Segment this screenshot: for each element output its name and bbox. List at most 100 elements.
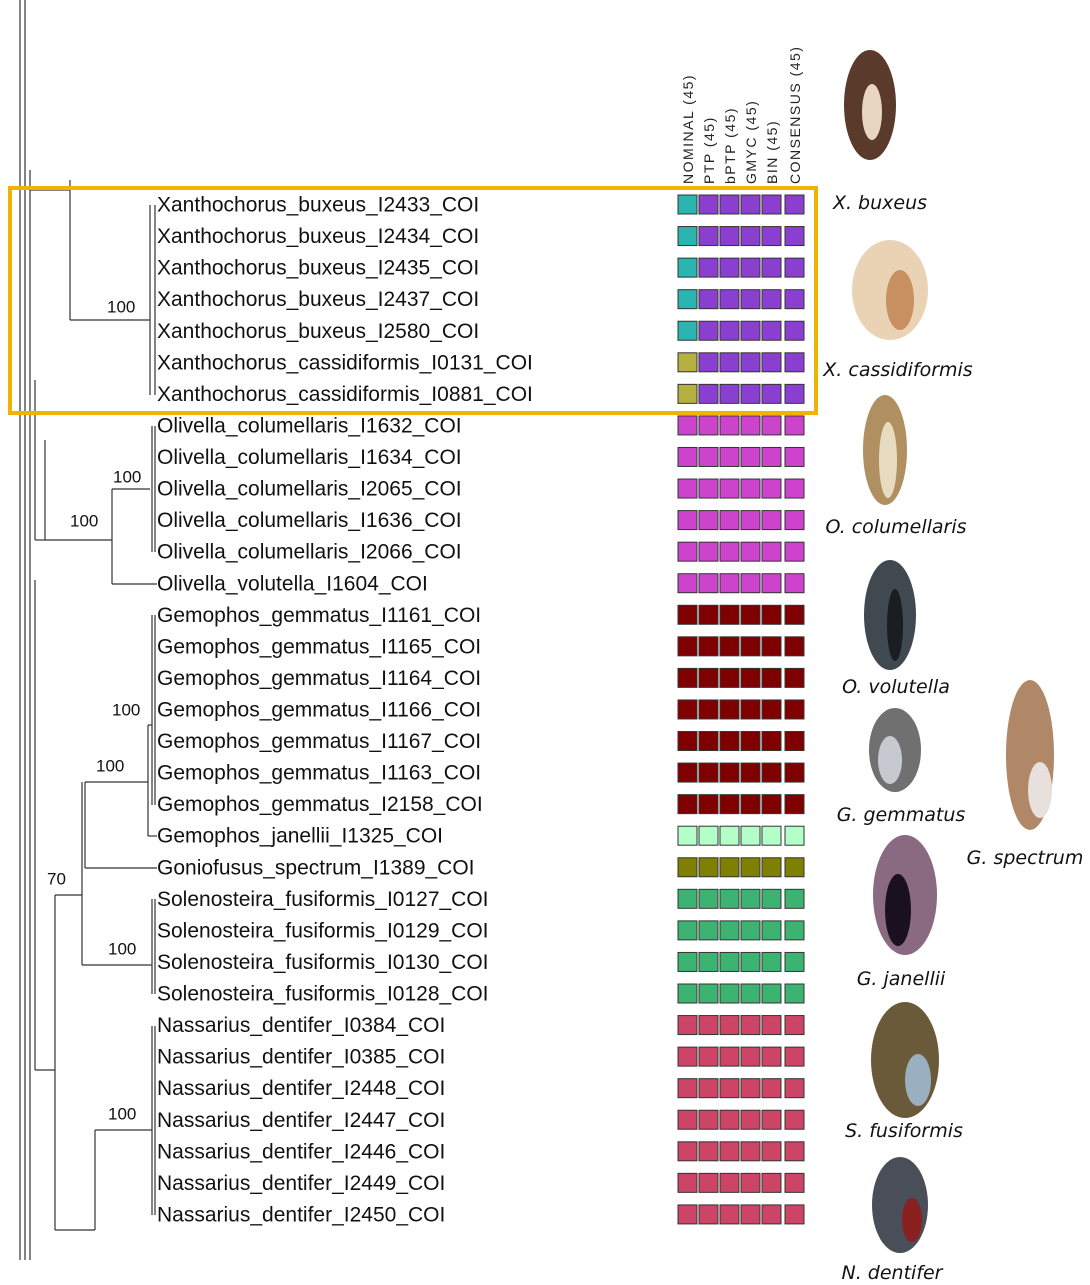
delimitation-box bbox=[741, 353, 760, 372]
taxon-label: Olivella_columellaris_I2066_COI bbox=[157, 541, 462, 564]
taxon-label: Olivella_columellaris_I1632_COI bbox=[157, 414, 462, 437]
taxon-label: Solenosteira_fusiformis_I0128_COI bbox=[157, 983, 489, 1006]
delimitation-box bbox=[785, 479, 804, 498]
delimitation-box bbox=[678, 1173, 697, 1192]
column-header: bPTP (45) bbox=[722, 107, 738, 184]
delimitation-box bbox=[720, 637, 739, 656]
delimitation-box bbox=[699, 858, 718, 877]
delimitation-box bbox=[678, 384, 697, 403]
species-caption: X. buxeus bbox=[832, 192, 927, 214]
delimitation-box bbox=[720, 447, 739, 466]
taxon-label: Gemophos_gemmatus_I1161_COI bbox=[157, 604, 481, 627]
delimitation-box bbox=[741, 826, 760, 845]
delimitation-box bbox=[785, 1016, 804, 1035]
delimitation-box bbox=[699, 1205, 718, 1224]
delimitation-box bbox=[699, 511, 718, 530]
delimitation-box bbox=[785, 542, 804, 561]
delimitation-box bbox=[678, 1016, 697, 1035]
delimitation-box bbox=[785, 1173, 804, 1192]
delimitation-box bbox=[720, 290, 739, 309]
delimitation-box bbox=[720, 826, 739, 845]
delimitation-box bbox=[741, 574, 760, 593]
delimitation-box bbox=[785, 258, 804, 277]
delimitation-box bbox=[720, 921, 739, 940]
delimitation-box bbox=[720, 700, 739, 719]
species-caption: N. dentifer bbox=[841, 1262, 943, 1284]
delimitation-box bbox=[720, 574, 739, 593]
taxon-label: Gemophos_gemmatus_I2158_COI bbox=[157, 793, 483, 816]
delimitation-box bbox=[762, 542, 781, 561]
delimitation-box bbox=[678, 795, 697, 814]
delimitation-box bbox=[785, 511, 804, 530]
species-caption: G. gemmatus bbox=[837, 804, 966, 826]
delimitation-box bbox=[762, 826, 781, 845]
delimitation-box bbox=[699, 574, 718, 593]
delimitation-box bbox=[762, 952, 781, 971]
delimitation-box bbox=[741, 384, 760, 403]
delimitation-box bbox=[762, 258, 781, 277]
delimitation-box bbox=[785, 447, 804, 466]
delimitation-box bbox=[699, 1142, 718, 1161]
taxon-label: Nassarius_dentifer_I2449_COI bbox=[157, 1172, 445, 1195]
delimitation-box bbox=[762, 227, 781, 246]
delimitation-box bbox=[699, 479, 718, 498]
delimitation-box bbox=[720, 763, 739, 782]
delimitation-box bbox=[720, 511, 739, 530]
delimitation-box bbox=[678, 416, 697, 435]
delimitation-box bbox=[699, 258, 718, 277]
delimitation-box bbox=[699, 353, 718, 372]
delimitation-box bbox=[762, 1205, 781, 1224]
delimitation-box bbox=[741, 889, 760, 908]
delimitation-box bbox=[741, 227, 760, 246]
delimitation-box bbox=[678, 1047, 697, 1066]
taxon-label: Xanthochorus_buxeus_I2433_COI bbox=[157, 194, 479, 217]
delimitation-box bbox=[785, 195, 804, 214]
delimitation-box bbox=[720, 889, 739, 908]
delimitation-box bbox=[762, 1173, 781, 1192]
delimitation-box bbox=[720, 1110, 739, 1129]
species-caption: S. fusiformis bbox=[845, 1120, 963, 1142]
delimitation-box bbox=[741, 511, 760, 530]
delimitation-box bbox=[699, 637, 718, 656]
delimitation-box bbox=[741, 763, 760, 782]
delimitation-box bbox=[762, 795, 781, 814]
bootstrap-value: 100 bbox=[108, 939, 136, 958]
delimitation-box bbox=[720, 795, 739, 814]
delimitation-box bbox=[785, 668, 804, 687]
delimitation-box bbox=[762, 195, 781, 214]
delimitation-box bbox=[741, 984, 760, 1003]
taxon-label: Gemophos_gemmatus_I1166_COI bbox=[157, 699, 481, 722]
delimitation-box bbox=[741, 921, 760, 940]
delimitation-box bbox=[720, 227, 739, 246]
delimitation-box bbox=[678, 732, 697, 751]
delimitation-box bbox=[699, 384, 718, 403]
delimitation-box bbox=[678, 258, 697, 277]
delimitation-box bbox=[785, 637, 804, 656]
delimitation-box bbox=[678, 1142, 697, 1161]
delimitation-box bbox=[678, 542, 697, 561]
delimitation-box bbox=[720, 1142, 739, 1161]
delimitation-box bbox=[699, 826, 718, 845]
taxon-label: Gemophos_janellii_I1325_COI bbox=[157, 825, 443, 848]
column-header: PTP (45) bbox=[701, 116, 717, 184]
delimitation-box bbox=[762, 700, 781, 719]
delimitation-box bbox=[741, 700, 760, 719]
delimitation-box bbox=[741, 605, 760, 624]
delimitation-box bbox=[762, 1079, 781, 1098]
taxon-label: Xanthochorus_buxeus_I2580_COI bbox=[157, 320, 479, 343]
taxon-label: Gemophos_gemmatus_I1165_COI bbox=[157, 635, 481, 658]
delimitation-box bbox=[762, 353, 781, 372]
delimitation-box bbox=[785, 952, 804, 971]
delimitation-box bbox=[785, 384, 804, 403]
delimitation-box bbox=[678, 984, 697, 1003]
delimitation-box bbox=[678, 763, 697, 782]
taxon-label: Solenosteira_fusiformis_I0130_COI bbox=[157, 951, 489, 974]
delimitation-box bbox=[762, 984, 781, 1003]
delimitation-box bbox=[741, 1047, 760, 1066]
delimitation-box bbox=[762, 511, 781, 530]
delimitation-box bbox=[720, 984, 739, 1003]
delimitation-box bbox=[699, 321, 718, 340]
delimitation-box bbox=[785, 321, 804, 340]
delimitation-box bbox=[785, 889, 804, 908]
delimitation-box bbox=[720, 668, 739, 687]
